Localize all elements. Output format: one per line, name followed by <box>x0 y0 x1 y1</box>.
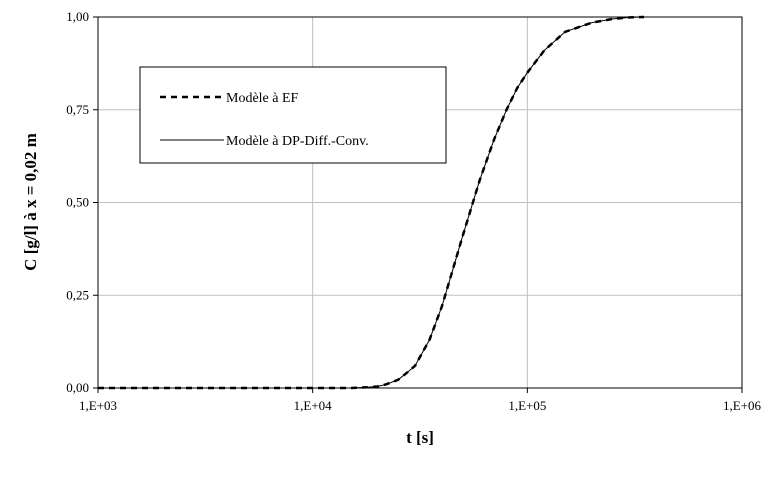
y-tick-label: 0,25 <box>66 287 89 302</box>
x-ticks: 1,E+03 1,E+04 1,E+05 1,E+06 <box>79 388 762 413</box>
x-tick-label: 1,E+05 <box>508 398 546 413</box>
legend-box <box>139 66 447 164</box>
y-tick-label: 1,00 <box>66 9 89 24</box>
x-tick-label: 1,E+06 <box>723 398 762 413</box>
y-ticks: 0,00 0,25 0,50 0,75 1,00 <box>66 9 98 395</box>
x-tick-label: 1,E+03 <box>79 398 117 413</box>
legend-label-dp: Modèle à DP-Diff.-Conv. <box>226 134 369 149</box>
legend: Modèle à EF Modèle à DP-Diff.-Conv. <box>139 66 447 164</box>
y-tick-label: 0,00 <box>66 380 89 395</box>
legend-label-ef: Modèle à EF <box>226 91 299 106</box>
y-tick-label: 0,50 <box>66 195 89 210</box>
y-axis-label: C [g/l] à x = 0,02 m <box>21 133 40 271</box>
x-tick-label: 1,E+04 <box>294 398 333 413</box>
x-axis-label: t [s] <box>406 428 434 447</box>
plot-frame <box>97 16 743 389</box>
y-tick-label: 0,75 <box>66 102 89 117</box>
